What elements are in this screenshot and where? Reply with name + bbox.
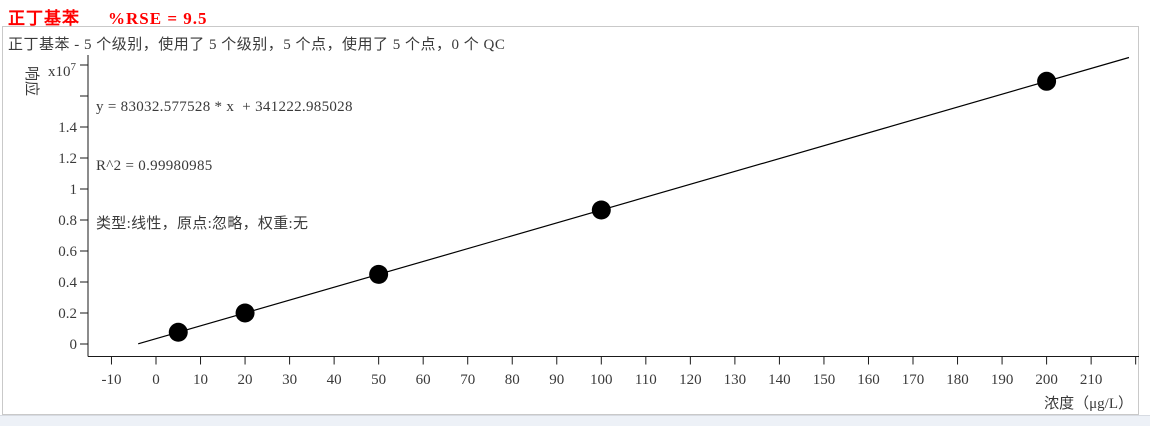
x-tick-label: 160 bbox=[857, 372, 880, 388]
x-tick-label: 100 bbox=[590, 372, 613, 388]
report-header: 正丁基苯 %RSE = 9.5 bbox=[8, 4, 208, 29]
calibration-chart-panel bbox=[2, 26, 1139, 415]
x-tick-label: 90 bbox=[549, 372, 564, 388]
y-tick-label: 1 bbox=[70, 182, 78, 198]
x-tick-label: 10 bbox=[193, 372, 208, 388]
x-tick-label: 30 bbox=[282, 372, 297, 388]
calibration-point[interactable] bbox=[591, 200, 611, 220]
compound-title: 正丁基苯 bbox=[8, 9, 80, 28]
rse-value: %RSE = 9.5 bbox=[108, 9, 208, 28]
x-tick-label: 50 bbox=[371, 372, 386, 388]
y-axis-scale-factor: x107 bbox=[48, 61, 76, 80]
x-tick-label: 190 bbox=[991, 372, 1014, 388]
x-tick-label: 180 bbox=[946, 372, 969, 388]
x-tick-label: 200 bbox=[1035, 372, 1058, 388]
y-tick-label: 0.2 bbox=[58, 306, 77, 322]
x-tick-label: 170 bbox=[902, 372, 925, 388]
y-axis-title: 响应 bbox=[23, 65, 39, 96]
y-tick-label: 0 bbox=[70, 337, 78, 353]
x-tick-label: 20 bbox=[238, 372, 253, 388]
calibration-point[interactable] bbox=[235, 303, 255, 323]
x-tick-label: 70 bbox=[460, 372, 475, 388]
y-tick-label: 1.2 bbox=[58, 151, 77, 167]
r-squared-value: R^2 = 0.99980985 bbox=[96, 157, 213, 174]
window-bottom-strip bbox=[0, 415, 1150, 426]
calibration-point[interactable] bbox=[369, 264, 389, 284]
fit-settings: 类型:线性，原点:忽略，权重:无 bbox=[96, 216, 309, 232]
x-tick-label: 60 bbox=[416, 372, 431, 388]
y-tick-label: 0.8 bbox=[58, 213, 77, 229]
calibration-point[interactable] bbox=[1037, 71, 1057, 91]
calibration-fit-line bbox=[138, 56, 1130, 345]
fit-equation: y = 83032.577528 * x + 341222.985028 bbox=[96, 99, 353, 115]
fit-annotation: y = 83032.577528 * x + 341222.985028 R^2… bbox=[96, 59, 353, 254]
x-axis-title: 浓度（μg/L） bbox=[1044, 396, 1133, 412]
x-tick-label: 150 bbox=[813, 372, 836, 388]
x-tick-label: -10 bbox=[101, 372, 121, 388]
y-tick-label: 1.4 bbox=[58, 120, 77, 136]
y-tick-label: 0.6 bbox=[58, 244, 77, 260]
x-tick-label: 80 bbox=[505, 372, 520, 388]
x-tick-label: 120 bbox=[679, 372, 702, 388]
x-tick-label: 210 bbox=[1080, 372, 1103, 388]
calibration-point[interactable] bbox=[168, 322, 188, 342]
y-tick-label: 0.4 bbox=[58, 275, 77, 291]
x-tick-label: 140 bbox=[768, 372, 791, 388]
x-tick-label: 0 bbox=[152, 372, 160, 388]
x-tick-label: 40 bbox=[327, 372, 342, 388]
x-tick-label: 130 bbox=[724, 372, 747, 388]
x-tick-label: 110 bbox=[635, 372, 657, 388]
chart-title: 正丁基苯 - 5 个级别，使用了 5 个级别，5 个点，使用了 5 个点，0 个… bbox=[8, 37, 506, 53]
